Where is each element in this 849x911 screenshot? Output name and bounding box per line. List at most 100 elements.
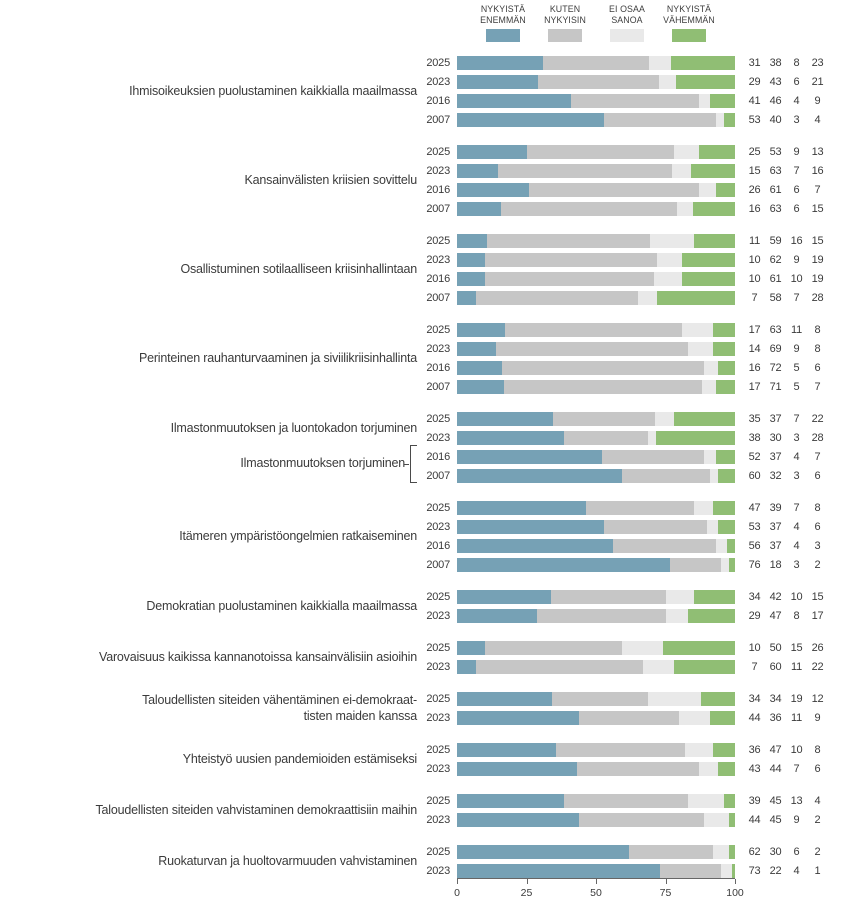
value-label: 50	[769, 642, 782, 654]
bar-segment-ei-osaa-sanoa	[698, 762, 719, 776]
value-label: 6	[793, 184, 800, 196]
bar-segment-kuten-nykyisin	[604, 520, 708, 534]
value-label: 44	[748, 814, 761, 826]
bar-segment-kuten-nykyisin	[484, 272, 655, 286]
year-label: 2016	[426, 540, 450, 552]
legend-item: NYKYISTÄ ENEMMÄN	[472, 4, 534, 42]
bar-segment-kuten-nykyisin	[484, 253, 658, 267]
stacked-bar	[457, 660, 735, 674]
bar-rows: 2025 36 47 10 8 2023 43 44 7 6	[420, 743, 828, 776]
bar-segment-ei-osaa-sanoa	[643, 660, 674, 674]
bar-rows: 2025 39 45 13 4 2023 44 45 9 2	[420, 794, 828, 827]
value-labels: 25 53 9 13	[744, 146, 828, 158]
value-label: 4	[793, 865, 800, 877]
bar-segment-nykyista-vahemman	[682, 272, 735, 286]
bar-segment-nykyista-vahemman	[729, 813, 735, 827]
bar-segment-ei-osaa-sanoa	[655, 412, 675, 426]
bar-row: 2016 41 46 4 9	[420, 94, 828, 108]
bar-segment-nykyista-enemman	[457, 590, 551, 604]
bar-segment-ei-osaa-sanoa	[704, 361, 719, 375]
chart-group: Varovaisuus kaikissa kannanotoissa kansa…	[0, 641, 828, 674]
bar-segment-nykyista-vahemman	[718, 469, 735, 483]
value-label: 10	[790, 591, 803, 603]
value-label: 59	[769, 235, 782, 247]
value-label: 60	[748, 470, 761, 482]
axis-tick	[735, 879, 736, 884]
bar-row: 2025 17 63 11 8	[420, 323, 828, 337]
bar-segment-nykyista-vahemman	[693, 202, 735, 216]
value-label: 34	[748, 693, 761, 705]
bar-segment-kuten-nykyisin	[543, 56, 649, 70]
bar-segment-ei-osaa-sanoa	[648, 56, 672, 70]
year-label: 2007	[426, 470, 450, 482]
year-label: 2025	[426, 744, 450, 756]
bar-row: 2016 56 37 4 3	[420, 539, 828, 553]
bar-rows: 2025 11 59 16 15 2023 10 62 9 19 2016 10 61 10 19 2007 7…	[420, 234, 828, 305]
value-label: 44	[769, 763, 782, 775]
x-axis: 0 25 50 75 100	[454, 878, 744, 903]
bar-row: 2007 7 58 7 28	[420, 291, 828, 305]
bar-segment-ei-osaa-sanoa	[685, 743, 713, 757]
value-label: 38	[748, 432, 761, 444]
bar-row: 2007 16 63 6 15	[420, 202, 828, 216]
value-labels: 31 38 8 23	[744, 57, 828, 69]
bar-row: 2007 60 32 3 6	[420, 469, 828, 483]
bar-rows: 2025 34 34 19 12 2023 44 36 11 9	[420, 692, 828, 725]
axis-tick-label: 75	[659, 887, 672, 899]
category-sub-label-block: Ilmastonmuutoksen torjuminen	[0, 445, 417, 483]
value-label: 6	[793, 846, 800, 858]
value-label: 58	[769, 292, 782, 304]
legend-item-label: KUTEN NYKYISIN	[544, 4, 586, 25]
bar-segment-kuten-nykyisin	[556, 743, 686, 757]
year-label: 2007	[426, 381, 450, 393]
value-label: 17	[811, 610, 824, 622]
bar-row: 2023 53 37 4 6	[420, 520, 828, 534]
bar-segment-nykyista-enemman	[457, 412, 554, 426]
bar-segment-nykyista-vahemman	[729, 845, 735, 859]
year-label: 2016	[426, 184, 450, 196]
bar-segment-kuten-nykyisin	[570, 94, 699, 108]
value-label: 38	[769, 57, 782, 69]
value-label: 10	[748, 642, 761, 654]
bar-row: 2016 10 61 10 19	[420, 272, 828, 286]
bar-segment-nykyista-enemman	[457, 558, 671, 572]
bar-segment-ei-osaa-sanoa	[698, 183, 716, 197]
bar-segment-nykyista-enemman	[457, 202, 502, 216]
bar-row: 2025 34 42 10 15	[420, 590, 828, 604]
bar-row: 2023 14 69 9 8	[420, 342, 828, 356]
value-label: 22	[811, 661, 824, 673]
value-labels: 29 47 8 17	[744, 610, 828, 622]
year-label: 2023	[426, 661, 450, 673]
category-label-cell: Osallistuminen sotilaalliseen kriisinhal…	[0, 234, 420, 305]
bar-rows: 2025 62 30 6 2 2023 73 22 4 1	[420, 845, 828, 878]
chart-group: Perinteinen rauhanturvaaminen ja siviili…	[0, 323, 828, 394]
value-label: 6	[814, 470, 821, 482]
value-label: 3	[793, 114, 800, 126]
bar-segment-nykyista-enemman	[457, 794, 565, 808]
value-label: 10	[748, 273, 761, 285]
value-label: 16	[748, 362, 761, 374]
bar-segment-kuten-nykyisin	[552, 692, 648, 706]
value-labels: 44 45 9 2	[744, 814, 828, 826]
value-label: 31	[748, 57, 761, 69]
bar-segment-ei-osaa-sanoa	[721, 864, 733, 878]
value-labels: 15 63 7 16	[744, 165, 828, 177]
bar-segment-nykyista-vahemman	[674, 412, 735, 426]
bar-segment-nykyista-enemman	[457, 164, 499, 178]
year-label: 2016	[426, 451, 450, 463]
bar-rows: 2025 47 39 7 8 2023 53 37 4 6 2016 56 37 4 3 2007 76 18 3 2	[420, 501, 828, 572]
bar-segment-nykyista-vahemman	[715, 380, 735, 394]
stacked-bar	[457, 469, 735, 483]
bar-segment-kuten-nykyisin	[529, 183, 699, 197]
value-label: 9	[793, 814, 800, 826]
stacked-bar	[457, 641, 735, 655]
year-label: 2016	[426, 95, 450, 107]
bar-segment-nykyista-vahemman	[712, 342, 735, 356]
bar-segment-kuten-nykyisin	[612, 539, 716, 553]
year-label: 2023	[426, 865, 450, 877]
bar-segment-kuten-nykyisin	[563, 431, 648, 445]
year-label: 2023	[426, 432, 450, 444]
stacked-bar	[457, 183, 735, 197]
value-label: 14	[748, 343, 761, 355]
bar-row: 2023 7 60 11 22	[420, 660, 828, 674]
